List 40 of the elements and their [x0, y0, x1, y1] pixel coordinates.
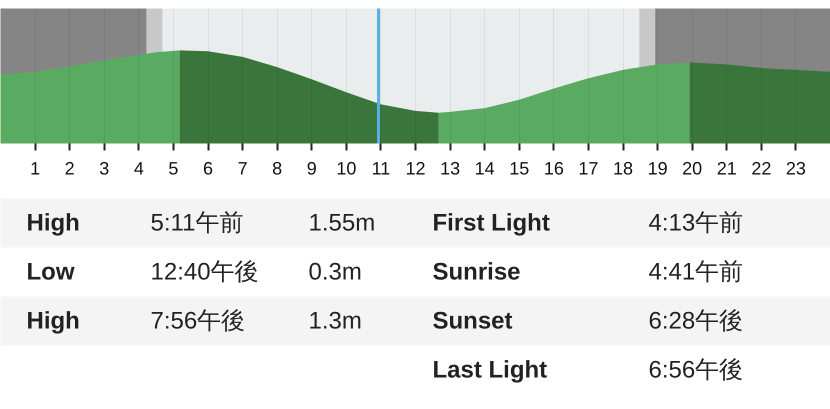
text: 5:11午前 [150, 210, 244, 236]
text: 4:13午前 [648, 210, 744, 236]
x-tick-label: 18 [612, 158, 634, 178]
text: 1.3m [308, 308, 362, 334]
x-tick-label: 9 [306, 158, 317, 178]
x-tick-label: 11 [372, 158, 390, 178]
text: Last Light [432, 356, 548, 384]
x-tick-label: 8 [272, 158, 282, 178]
text: First Light [432, 210, 550, 236]
x-tick-label: 3 [99, 158, 110, 178]
x-tick-label: 1 [30, 158, 40, 178]
x-tick-label: 20 [682, 158, 702, 178]
text: Low [26, 258, 75, 286]
x-tick-label: 13 [440, 158, 460, 178]
x-tick-label: 15 [509, 158, 530, 178]
x-tick-label: 17 [578, 158, 598, 178]
x-tick-label: 10 [336, 158, 356, 178]
x-tick-label: 4 [134, 158, 144, 178]
text: 6:56午後 [648, 356, 744, 384]
text: High [26, 210, 80, 236]
text: High [26, 308, 80, 334]
text: 6:28午後 [648, 308, 744, 334]
text: Sunset [432, 308, 513, 334]
x-tick-label: 6 [202, 158, 214, 178]
x-tick-label: 16 [544, 158, 564, 178]
text: 1.55m [308, 210, 376, 236]
text: 7:56午後 [150, 308, 246, 334]
text: Sunrise [432, 258, 521, 286]
x-tick-label: 22 [751, 158, 772, 178]
x-tick-label: 12 [405, 158, 426, 178]
text: 4:41午前 [648, 258, 744, 286]
x-tick-label: 14 [474, 158, 495, 178]
x-tick-label: 5 [168, 158, 178, 178]
x-tick-label: 2 [64, 158, 75, 178]
text: 12:40午後 [150, 258, 259, 286]
x-tick-label: 23 [786, 158, 806, 178]
x-tick-label: 21 [716, 158, 737, 178]
text: 0.3m [308, 258, 362, 286]
x-tick-label: 7 [238, 158, 248, 178]
x-tick-label: 19 [648, 158, 668, 178]
